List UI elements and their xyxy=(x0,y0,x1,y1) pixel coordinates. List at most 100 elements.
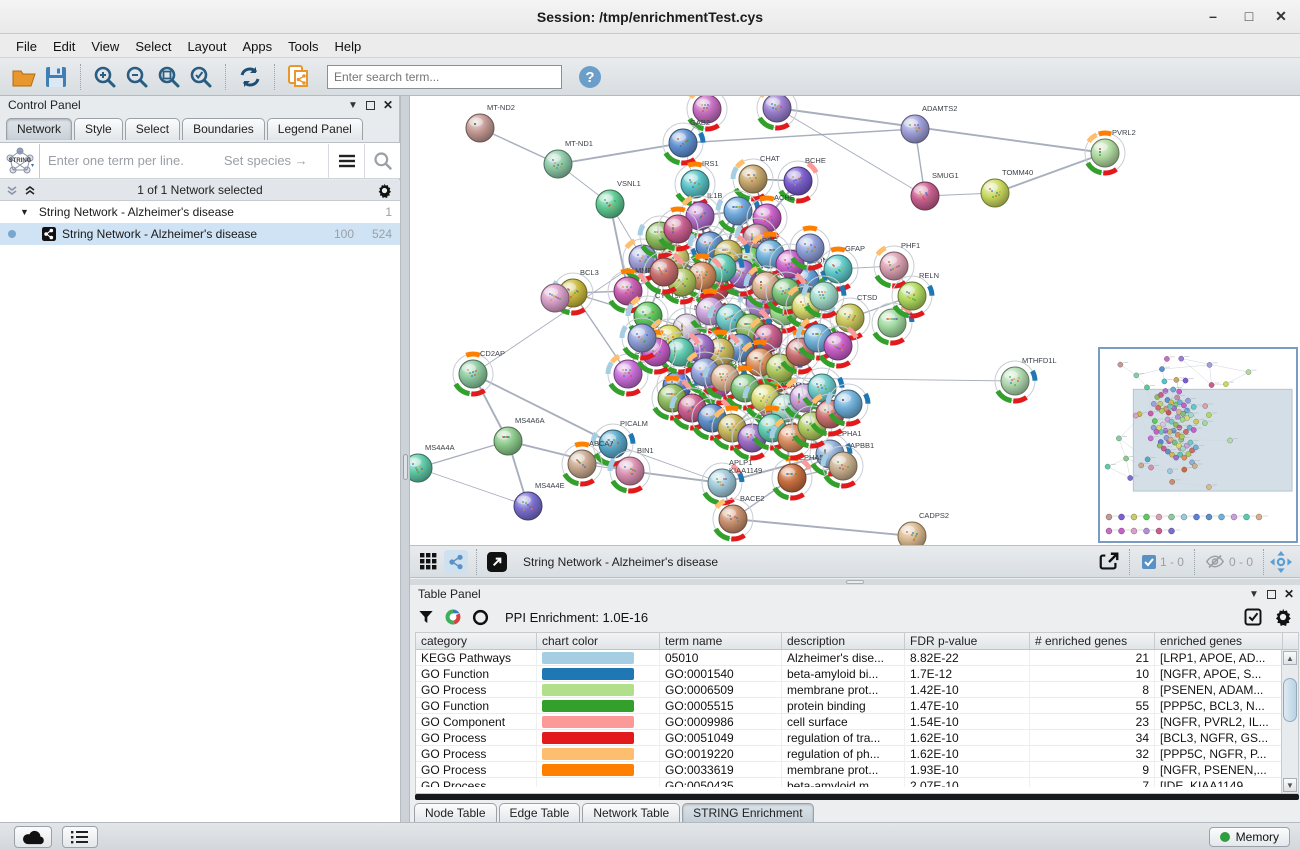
birdseye-viewport[interactable] xyxy=(1132,388,1293,492)
menu-item-tools[interactable]: Tools xyxy=(288,38,319,54)
table-row[interactable]: GO Component GO:0009986 cell surface 1.54E-… xyxy=(416,714,1298,730)
maximize-button[interactable]: □ xyxy=(1244,8,1254,24)
menu-item-layout[interactable]: Layout xyxy=(187,38,227,54)
table-row[interactable]: GO Process GO:0050435 beta-amyloid m... 2.0… xyxy=(416,778,1298,787)
network-node-ms4a6a[interactable]: MS4A6A xyxy=(493,416,545,456)
tab-network-table[interactable]: Network Table xyxy=(582,803,681,823)
menu-item-select[interactable]: Select xyxy=(135,38,172,54)
network-node-cd2ap[interactable]: CD2AP xyxy=(452,349,505,397)
network-node-bin1[interactable]: BIN1 xyxy=(607,446,654,494)
zoom-fit-icon[interactable] xyxy=(155,63,183,91)
edge[interactable] xyxy=(629,470,723,484)
network-node-pvrl2[interactable]: PVRL2 xyxy=(1084,128,1136,176)
navigator-icon[interactable] xyxy=(1268,549,1294,575)
table-panel-menu-icon[interactable]: ▼ xyxy=(1249,588,1259,600)
column-header-enriched-genes[interactable]: enriched genes xyxy=(1155,633,1283,649)
vertical-splitter[interactable] xyxy=(400,96,410,822)
table-row[interactable]: GO Process GO:0019220 regulation of ph... 1… xyxy=(416,746,1298,762)
edge[interactable] xyxy=(732,518,913,537)
network-node-phf1[interactable]: PHF1 xyxy=(873,241,920,289)
network-node-mthfd1l[interactable]: MTHFD1L xyxy=(994,356,1057,404)
edge[interactable] xyxy=(472,373,614,445)
network-node-ms4a4a[interactable]: MS4A4A xyxy=(410,443,455,483)
network-node[interactable] xyxy=(643,251,685,295)
edge[interactable] xyxy=(417,467,529,507)
column-header-term-name[interactable]: term name xyxy=(660,633,782,649)
network-node-reln[interactable]: RELN xyxy=(891,271,939,319)
select-columns-icon[interactable] xyxy=(1244,608,1262,626)
network-node[interactable] xyxy=(801,275,847,319)
network-node[interactable] xyxy=(759,347,803,391)
refresh-icon[interactable] xyxy=(236,63,264,91)
scrollbar-thumb[interactable] xyxy=(1283,678,1297,722)
edge[interactable] xyxy=(994,152,1106,194)
open-folder-icon[interactable] xyxy=(10,63,38,91)
network-canvas[interactable]: MT-ND2 MT-ND1 VSNL1 GAB2 IRS1 CHAT BCHE IL1B ACH… xyxy=(410,96,1300,545)
edge[interactable] xyxy=(472,258,644,375)
table-row[interactable]: KEGG Pathways 05010 Alzheimer's dise... 8.8… xyxy=(416,650,1298,666)
panel-menu-icon[interactable]: ▼ xyxy=(348,99,358,111)
copy-share-icon[interactable] xyxy=(285,63,313,91)
menu-item-view[interactable]: View xyxy=(91,38,120,54)
table-row[interactable]: GO Process GO:0033619 membrane prot... 1.93… xyxy=(416,762,1298,778)
close-panel-icon[interactable]: ✕ xyxy=(382,98,393,112)
tab-node-table[interactable]: Node Table xyxy=(414,803,497,823)
share-network-icon[interactable] xyxy=(444,549,468,574)
column-header-chart-color[interactable]: chart color xyxy=(537,633,660,649)
menu-item-apps[interactable]: Apps xyxy=(242,38,273,54)
string-options-icon[interactable] xyxy=(328,143,364,178)
edge[interactable] xyxy=(682,128,916,144)
table-settings-gear-icon[interactable] xyxy=(1274,608,1292,626)
tab-select[interactable]: Select xyxy=(124,118,181,140)
string-search-icon[interactable] xyxy=(364,143,400,178)
close-button[interactable]: ✕ xyxy=(1275,8,1287,24)
menu-item-help[interactable]: Help xyxy=(334,38,362,54)
tree-expand-icon[interactable]: ▼ xyxy=(20,207,29,217)
network-node-gab2[interactable]: GAB2 xyxy=(662,118,710,166)
network-node-ms4a4e[interactable]: MS4A4E xyxy=(513,481,565,521)
float-panel-icon[interactable] xyxy=(365,100,375,110)
scroll-up-arrow[interactable]: ▲ xyxy=(1283,651,1297,665)
network-node[interactable] xyxy=(540,283,570,313)
network-node-tomm40[interactable]: TOMM40 xyxy=(980,168,1033,208)
tab-boundaries[interactable]: Boundaries xyxy=(182,118,265,140)
table-float-panel-icon[interactable] xyxy=(1266,589,1276,599)
table-horizontal-scrollbar[interactable] xyxy=(415,794,1299,800)
tab-string-enrichment[interactable]: STRING Enrichment xyxy=(682,803,814,823)
column-header-description[interactable]: description xyxy=(782,633,905,649)
network-node-apbb1[interactable]: APBB1 xyxy=(820,441,874,489)
network-collection-row[interactable]: ▼ String Network - Alzheimer's disease 1 xyxy=(0,201,400,223)
network-node[interactable] xyxy=(756,96,798,131)
horizontal-splitter[interactable] xyxy=(410,579,1300,585)
network-node-smug1[interactable]: SMUG1 xyxy=(910,171,959,211)
collapse-all-icon[interactable] xyxy=(6,186,20,196)
tab-legend-panel[interactable]: Legend Panel xyxy=(266,118,363,140)
edge[interactable] xyxy=(776,107,926,197)
network-node[interactable] xyxy=(769,417,813,461)
menu-item-file[interactable]: File xyxy=(16,38,37,54)
zoom-out-icon[interactable] xyxy=(123,63,151,91)
column-header---enriched-genes[interactable]: # enriched genes xyxy=(1030,633,1155,649)
network-node-vsnl1[interactable]: VSNL1 xyxy=(595,179,641,219)
edge[interactable] xyxy=(557,142,684,165)
column-header-FDR-p-value[interactable]: FDR p-value xyxy=(905,633,1030,649)
edge[interactable] xyxy=(612,443,723,484)
open-in-browser-icon[interactable] xyxy=(485,550,509,574)
table-row[interactable]: GO Process GO:0006509 membrane prot... 1.42… xyxy=(416,682,1298,698)
network-node[interactable] xyxy=(817,325,859,369)
species-selector[interactable]: Set species → xyxy=(223,153,308,168)
export-network-icon[interactable] xyxy=(1095,549,1123,575)
network-node-bace2[interactable]: BACE2 xyxy=(712,494,765,542)
network-options-gear-icon[interactable] xyxy=(377,183,392,198)
edge[interactable] xyxy=(776,107,1106,154)
cloud-tasks-button[interactable] xyxy=(14,826,52,848)
table-row[interactable]: GO Function GO:0001540 beta-amyloid bi... 1… xyxy=(416,666,1298,682)
network-node-adamts2[interactable]: ADAMTS2 xyxy=(900,104,957,144)
search-input[interactable] xyxy=(327,64,562,89)
string-query-input[interactable]: Enter one term per line. Set species → xyxy=(40,153,328,168)
network-node-chat[interactable]: CHAT xyxy=(730,154,780,202)
minimize-button[interactable]: – xyxy=(1209,8,1217,24)
table-row[interactable]: GO Function GO:0005515 protein binding 1.47… xyxy=(416,698,1298,714)
birds-eye-view[interactable] xyxy=(1098,347,1298,543)
